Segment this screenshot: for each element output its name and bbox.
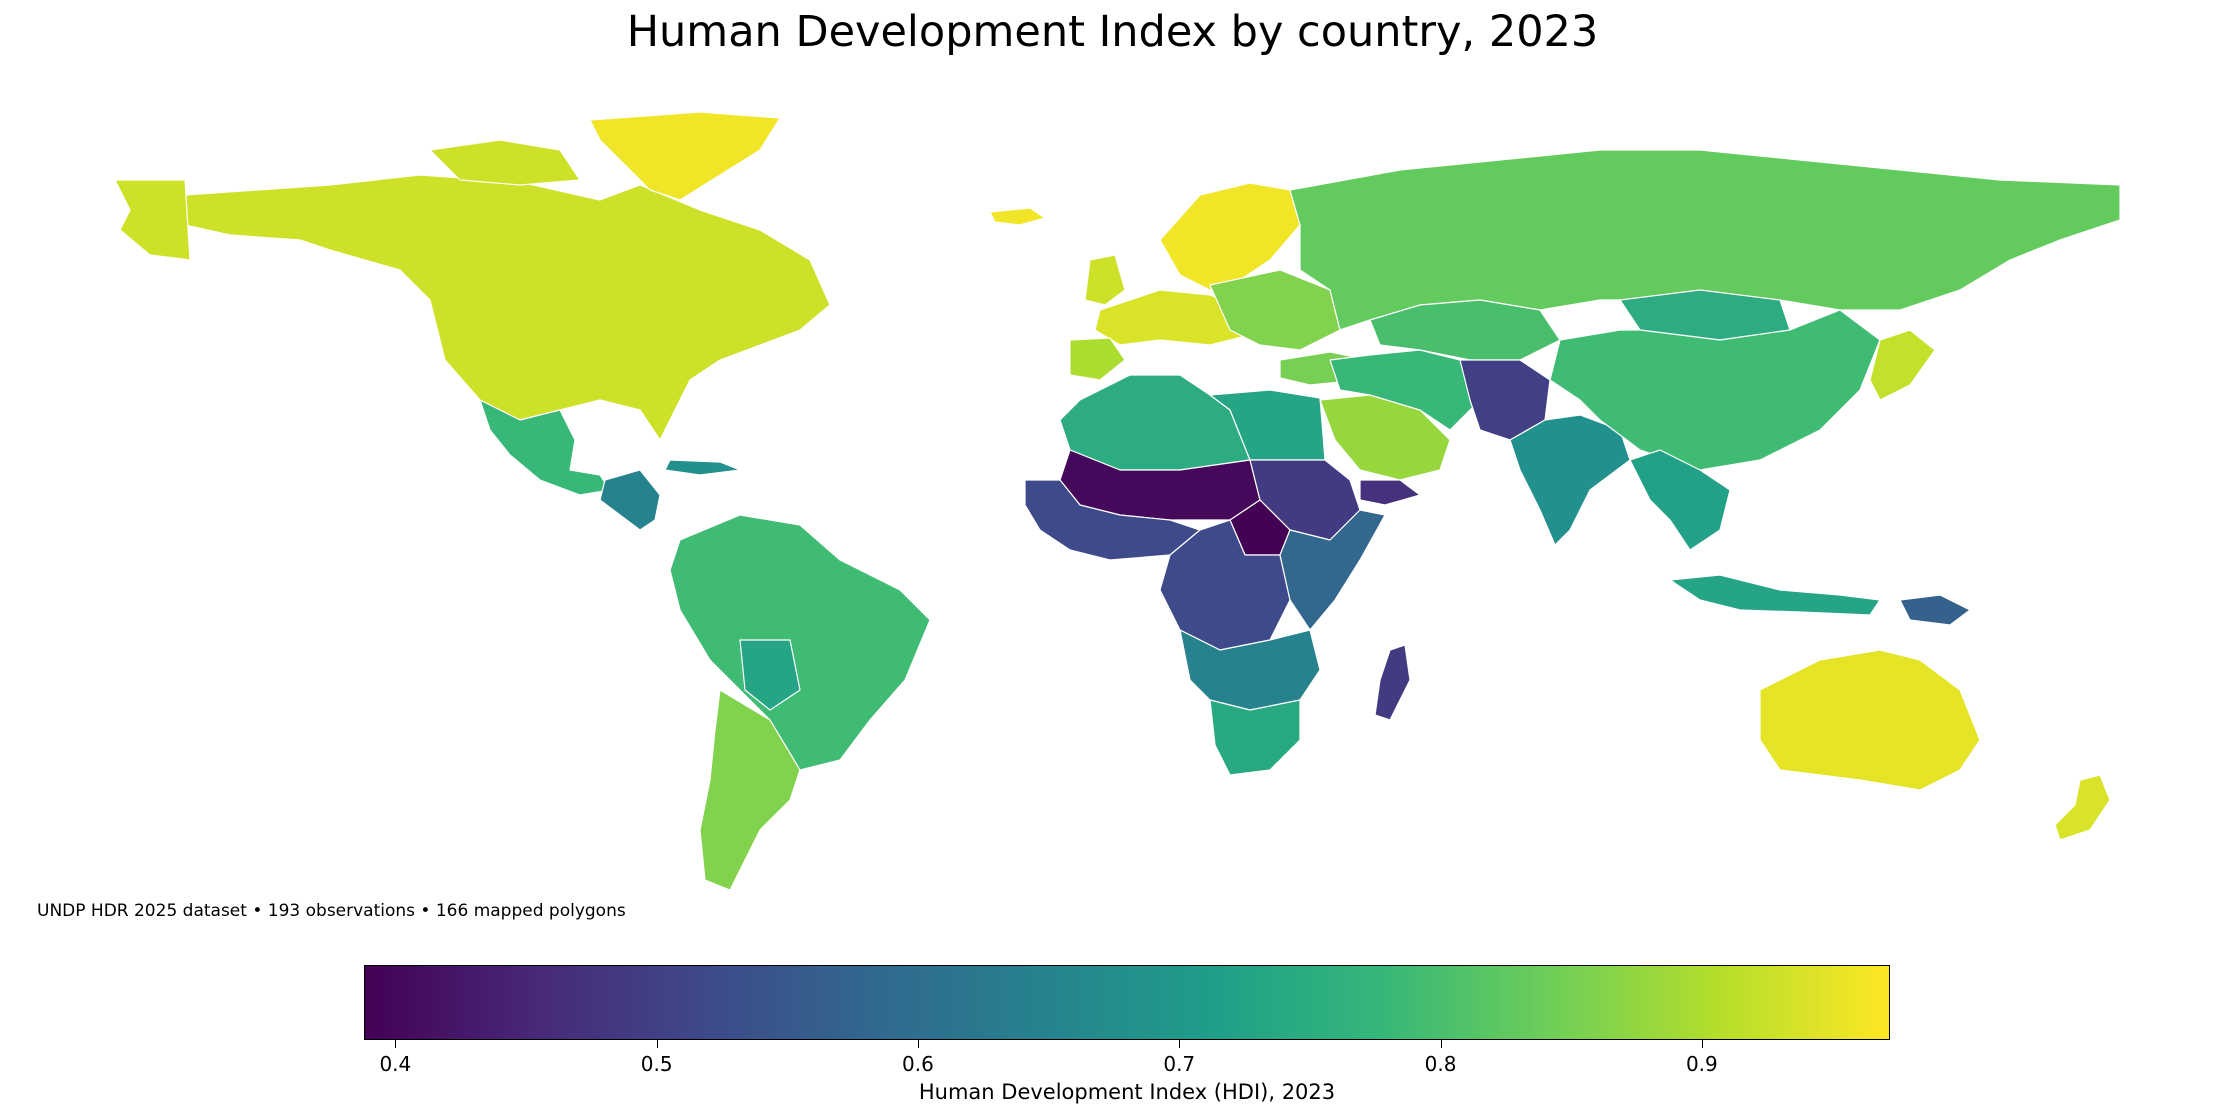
region-yemen[interactable] bbox=[1359, 479, 1421, 506]
region-australia[interactable] bbox=[1759, 649, 1981, 791]
region-india[interactable] bbox=[1509, 414, 1631, 546]
region-central-america[interactable] bbox=[599, 469, 661, 531]
region-mexico[interactable] bbox=[479, 399, 611, 496]
colorbar-tick-label: 0.7 bbox=[1163, 1052, 1196, 1076]
region-north-america[interactable] bbox=[184, 174, 831, 441]
region-uk-ireland[interactable] bbox=[1084, 254, 1126, 306]
colorbar-ticks: 0.4 0.5 0.6 0.7 0.8 0.9 bbox=[364, 1040, 1890, 1080]
region-china[interactable] bbox=[1549, 309, 1881, 471]
colorbar-tick-label: 0.6 bbox=[902, 1052, 934, 1076]
map-title: Human Development Index by country, 2023 bbox=[626, 7, 1599, 57]
colorbar-tick-mark bbox=[1701, 1040, 1703, 1048]
region-south-africa[interactable] bbox=[1209, 699, 1301, 776]
colorbar-tick-label: 0.8 bbox=[1424, 1052, 1457, 1076]
region-scandinavia[interactable] bbox=[1159, 182, 1301, 291]
region-indonesia[interactable] bbox=[1669, 574, 1881, 616]
region-papua-new-guinea[interactable] bbox=[1899, 594, 1971, 626]
region-arctic-islands[interactable] bbox=[429, 139, 581, 186]
dataset-footnote: UNDP HDR 2025 dataset • 193 observations… bbox=[37, 901, 626, 921]
region-southeast-asia[interactable] bbox=[1629, 449, 1731, 551]
colorbar-tick-mark bbox=[656, 1040, 658, 1048]
colorbar-tick-label: 0.5 bbox=[640, 1052, 673, 1076]
region-caribbean[interactable] bbox=[664, 459, 741, 476]
colorbar-tick-mark bbox=[917, 1040, 919, 1048]
colorbar-gradient bbox=[365, 966, 1889, 1039]
region-iceland[interactable] bbox=[989, 207, 1046, 226]
region-south-america-north[interactable] bbox=[669, 514, 931, 771]
region-north-africa[interactable] bbox=[1059, 374, 1251, 471]
colorbar-tick-mark bbox=[1179, 1040, 1181, 1048]
colorbar-tick-mark bbox=[1440, 1040, 1442, 1048]
colorbar-tick-label: 0.4 bbox=[379, 1052, 412, 1076]
region-southern-cone[interactable] bbox=[699, 689, 801, 891]
colorbar-label: Human Development Index (HDI), 2023 bbox=[918, 1080, 1336, 1104]
colorbar-tick-mark bbox=[395, 1040, 397, 1048]
region-central-asia[interactable] bbox=[1369, 299, 1561, 361]
colorbar bbox=[364, 965, 1890, 1040]
region-japan-korea[interactable] bbox=[1869, 329, 1936, 401]
region-greenland[interactable] bbox=[589, 111, 781, 201]
region-alaska[interactable] bbox=[114, 179, 191, 261]
region-southern-africa[interactable] bbox=[1179, 629, 1321, 711]
region-madagascar[interactable] bbox=[1374, 644, 1411, 721]
region-russia[interactable] bbox=[1289, 149, 2121, 331]
region-east-africa[interactable] bbox=[1279, 509, 1386, 631]
region-western-europe[interactable] bbox=[1094, 289, 1251, 346]
colorbar-tick-label: 0.9 bbox=[1685, 1052, 1718, 1076]
region-iberia[interactable] bbox=[1069, 337, 1126, 381]
region-eastern-europe[interactable] bbox=[1209, 269, 1341, 351]
region-iran-iraq[interactable] bbox=[1329, 349, 1481, 431]
region-bolivia[interactable] bbox=[739, 639, 801, 711]
region-new-zealand[interactable] bbox=[2054, 774, 2111, 841]
